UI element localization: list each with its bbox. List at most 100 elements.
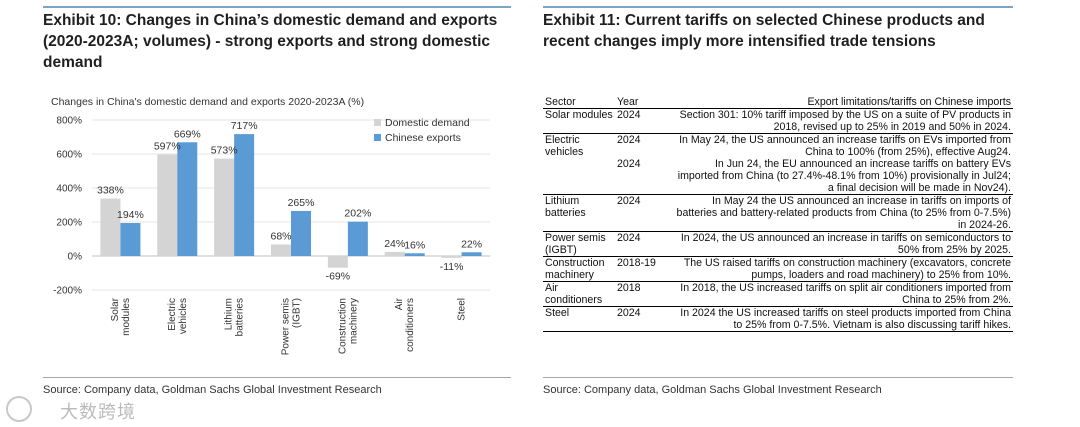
table-row: Construction machinery 2018-19 The US rais… [543,256,1013,282]
data-label: 22% [461,238,482,250]
description-cell: In May 24 the US announced an increase i… [669,194,1013,232]
left-top-rule [43,6,511,8]
sector-cell: Construction machinery [543,256,615,282]
y-tick-label: 400% [56,184,82,195]
legend-label: Chinese exports [385,132,461,144]
sector-cell [543,158,615,195]
domestic-bar-1 [157,154,178,256]
exports-bar-1 [177,142,198,256]
table-row: Electric vehicles 2024 In May 24, the US a… [543,133,1013,158]
right-source: Source: Company data, Goldman Sachs Glob… [543,384,882,396]
domestic-bar-0 [100,198,121,256]
domestic-bar-6 [441,256,462,258]
category-label-line: modules [121,298,132,336]
year-cell: 2024 [617,158,641,170]
category-label-line: Lithium [224,298,235,330]
table-row: Power semis (IGBT) 2024 In 2024, the US an… [543,231,1013,257]
data-label: 202% [344,208,371,220]
description-cell: Section 301: 10% tariff imposed by the U… [669,108,1013,134]
data-label: 194% [117,209,144,221]
sector-cell: Power semis (IGBT) [543,231,615,257]
right-top-rule [543,6,1013,8]
left-bottom-rule [43,377,511,378]
data-label: 573% [211,145,238,157]
description-cell: In May 24, the US announced an increase … [669,133,1013,158]
year-cell: 2018 [615,281,669,307]
header-description: Export limitations/tariffs on Chinese im… [669,96,1013,109]
data-label: 16% [404,239,425,251]
category-label-line: machinery [348,298,359,344]
y-tick-label: 600% [56,150,82,161]
sector-cell: Solar modules [543,108,615,134]
category-label: Power semis (IGBT) [281,298,303,355]
exports-bar-2 [234,134,255,256]
year-cell: 2024 [615,194,669,232]
table-row: Air conditioners 2018 In 2018, the US incr… [543,281,1013,307]
tariff-table: Sector Year Export limitations/tariffs o… [543,96,1013,332]
y-tick-label: 200% [56,218,82,229]
description-cell: In Jun 24, the EU announced an increase … [677,158,1011,194]
chart-title: Changes in China's domestic demand and e… [51,96,365,108]
sector-cell: Steel [543,306,615,332]
description-cell: In 2024 the US increased tariffs on stee… [669,306,1013,332]
domestic-bar-5 [384,251,405,256]
exports-bar-0 [120,223,141,256]
table-row: 2024 In Jun 24, the EU announced an incre… [543,158,1013,195]
description-cell: In 2024, the US announced an increase in… [669,231,1013,257]
category-label-line: Electric [167,298,178,331]
bar-chart: 800% 600% 400% 200% 0% -200% 338% 597% 573% 68% -… [53,116,490,355]
year-cell: 2024 [615,306,669,332]
category-label: Solar modules [110,297,132,335]
legend-label: Domestic demand [385,117,470,129]
exports-bar-6 [461,252,482,256]
category-label-line: Power semis [281,298,292,355]
category-label-line: conditioners [405,298,416,352]
exports-bar-5 [404,253,425,256]
exhibit-10-title: Exhibit 10: Changes in China’s domestic … [43,12,498,71]
table-row: Lithium batteries 2024 In May 24 the US an… [543,194,1013,232]
category-label-line: Air [394,297,405,310]
sector-cell: Electric vehicles [543,133,615,158]
y-tick-label: -200% [53,286,82,297]
description-cell: The US raised tariffs on construction ma… [669,256,1013,282]
data-label: 24% [384,238,405,250]
watermark-logo-icon [6,396,32,422]
domestic-bar-4 [327,256,348,268]
data-label: -69% [326,271,351,283]
year-cell: 2024 [615,231,669,257]
description-cell: In 2018, the US increased tariffs on spl… [669,281,1013,307]
legend-swatch-1 [374,134,381,141]
watermark: 大数跨境 [60,402,136,422]
y-tick-label: 800% [56,116,82,127]
left-source: Source: Company data, Goldman Sachs Glob… [43,384,382,396]
legend-swatch-0 [374,119,381,126]
year-cell: 2024 [615,108,669,134]
data-label: 597% [154,141,181,153]
category-label: Electric vehicles [167,298,189,334]
data-label: 265% [288,197,315,209]
category-label: Lithium batteries [224,298,246,336]
year-cell: 2018-19 [615,256,669,282]
category-label: Construction machinery [337,298,359,354]
data-label: -11% [440,261,464,273]
sector-cell: Lithium batteries [543,194,615,232]
category-label: Steel [457,298,468,321]
category-label: Air conditioners [394,297,416,352]
exhibit-11-title: Exhibit 11: Current tariffs on selected … [543,12,985,50]
header-sector: Sector [543,96,615,109]
data-label: 717% [231,120,258,132]
category-label-line: batteries [235,298,246,336]
category-label-line: vehicles [178,298,189,334]
domestic-bar-2 [214,158,235,256]
y-tick-label: 0% [68,252,83,263]
table-header-row: Sector Year Export limitations/tariffs o… [543,96,1013,109]
domestic-bar-3 [271,244,291,256]
year-cell: 2024 [615,133,669,158]
table-row: Steel 2024 In 2024 the US increased tariff… [543,306,1013,332]
data-label: 669% [174,128,201,140]
right-bottom-rule [543,377,1013,378]
category-label-line: Construction [337,298,348,354]
table-row: Solar modules 2024 Section 301: 10% tariff… [543,108,1013,134]
data-label: 68% [270,230,291,242]
exports-bar-4 [347,221,368,256]
